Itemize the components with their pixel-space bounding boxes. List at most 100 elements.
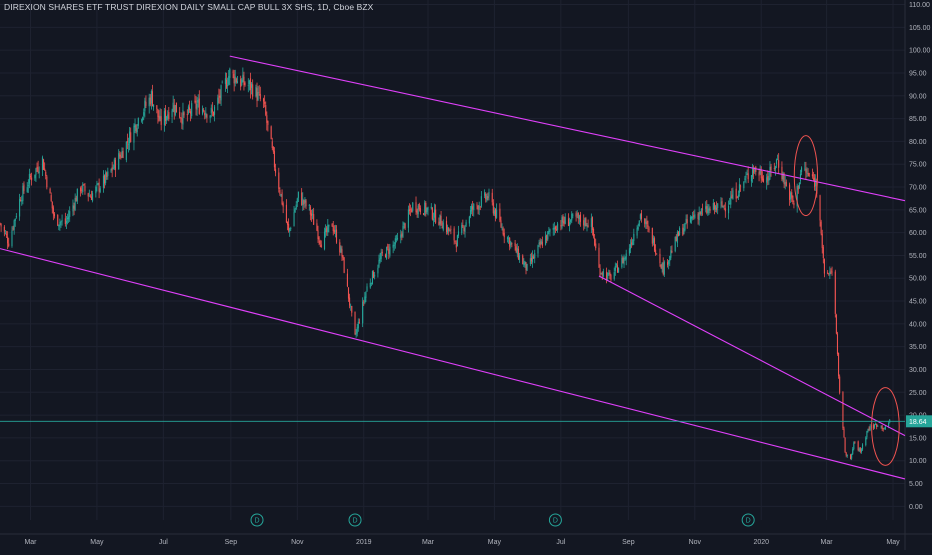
candle-body (266, 115, 268, 123)
trendline (598, 275, 906, 437)
candle-body (281, 192, 283, 205)
candle-body (797, 186, 799, 190)
candle-body (479, 206, 481, 208)
candle-body (234, 76, 236, 84)
candle-body (754, 168, 756, 172)
candle-body (313, 214, 315, 225)
candle-body (486, 195, 488, 201)
candle-body (639, 214, 641, 219)
candle-body (529, 258, 531, 265)
x-tick-label: Jul (159, 539, 168, 546)
candle-body (331, 223, 333, 227)
candle-body (22, 185, 24, 201)
candle-body (168, 112, 170, 120)
highlight-ellipse (793, 135, 819, 217)
candle-body (23, 184, 25, 191)
candle-body (408, 209, 411, 212)
candle-body (90, 196, 93, 200)
candle-body (615, 264, 617, 266)
candle-body (149, 97, 151, 105)
candle-body (616, 265, 619, 273)
candle-body (270, 126, 272, 140)
candle-body (439, 214, 441, 224)
candle-body (267, 120, 269, 125)
candle-body (511, 243, 513, 244)
candle-body (609, 272, 611, 276)
candle-body (873, 424, 876, 428)
candle-body (583, 220, 585, 226)
candle-body (778, 160, 780, 168)
candle-body (221, 82, 223, 84)
candle-body (401, 233, 403, 237)
candle-body (265, 105, 267, 115)
candle-body (105, 172, 107, 184)
candle-body (188, 107, 191, 111)
candle-body (15, 216, 17, 218)
candle-body (233, 73, 235, 84)
candle-body (758, 172, 760, 176)
candle-body (698, 212, 700, 221)
candle-body (310, 213, 313, 216)
candle-body (477, 205, 479, 210)
candle-body (175, 102, 177, 113)
dividend-marker-label: D (254, 518, 259, 525)
candle-body (488, 192, 490, 197)
candle-body (76, 188, 78, 202)
candle-body (539, 241, 541, 246)
candle-body (563, 221, 565, 224)
candle-body (857, 441, 859, 451)
candle-body (61, 220, 63, 222)
candle-body (781, 166, 783, 180)
y-tick-label: 25.00 (909, 390, 927, 397)
candle-body (508, 238, 510, 240)
candle-body (35, 168, 37, 175)
candle-body (692, 216, 694, 219)
candle-body (229, 68, 231, 78)
candle-body (602, 271, 604, 277)
candle-body (546, 234, 548, 241)
candle-body (273, 151, 275, 168)
candle-body (392, 244, 394, 248)
candle-body (799, 174, 802, 181)
candle-body (819, 195, 821, 221)
candle-body (883, 428, 885, 430)
candle-body (355, 332, 357, 335)
candle-body (28, 173, 30, 184)
candle-body (173, 105, 175, 113)
candle-body (370, 283, 372, 284)
candle-body (618, 267, 620, 273)
candle-body (630, 244, 632, 250)
candle-body (697, 213, 699, 219)
candle-body (59, 221, 61, 226)
candle-body (417, 205, 419, 215)
candle-body (716, 207, 718, 210)
candle-body (858, 448, 860, 451)
candle-body (601, 272, 603, 276)
candle-body (442, 222, 444, 230)
x-tick-label: Nov (689, 539, 702, 546)
candle-body (301, 192, 303, 206)
candle-body (717, 203, 719, 208)
candle-body (648, 228, 650, 230)
candle-body (66, 217, 69, 220)
candle-body (129, 131, 131, 144)
candle-body (333, 229, 335, 233)
candle-body (598, 247, 600, 268)
candle-body (191, 103, 193, 117)
candle-body (549, 229, 551, 232)
candle-body (510, 241, 512, 246)
candle-body (354, 312, 356, 335)
candle-body (278, 172, 280, 189)
candle-body (761, 176, 763, 181)
candle-body (136, 128, 138, 133)
candle-body (728, 205, 730, 214)
candle-body (232, 71, 234, 73)
candle-body (694, 214, 696, 219)
candle-body (0, 223, 2, 227)
candle-body (45, 171, 47, 176)
candle-body (722, 205, 724, 208)
candle-body (600, 273, 602, 275)
candle-body (683, 228, 685, 235)
candle-body (709, 208, 711, 211)
